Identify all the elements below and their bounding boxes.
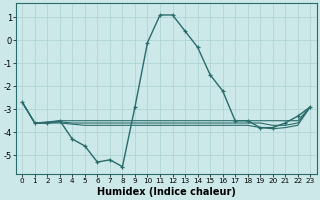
X-axis label: Humidex (Indice chaleur): Humidex (Indice chaleur) — [97, 187, 236, 197]
